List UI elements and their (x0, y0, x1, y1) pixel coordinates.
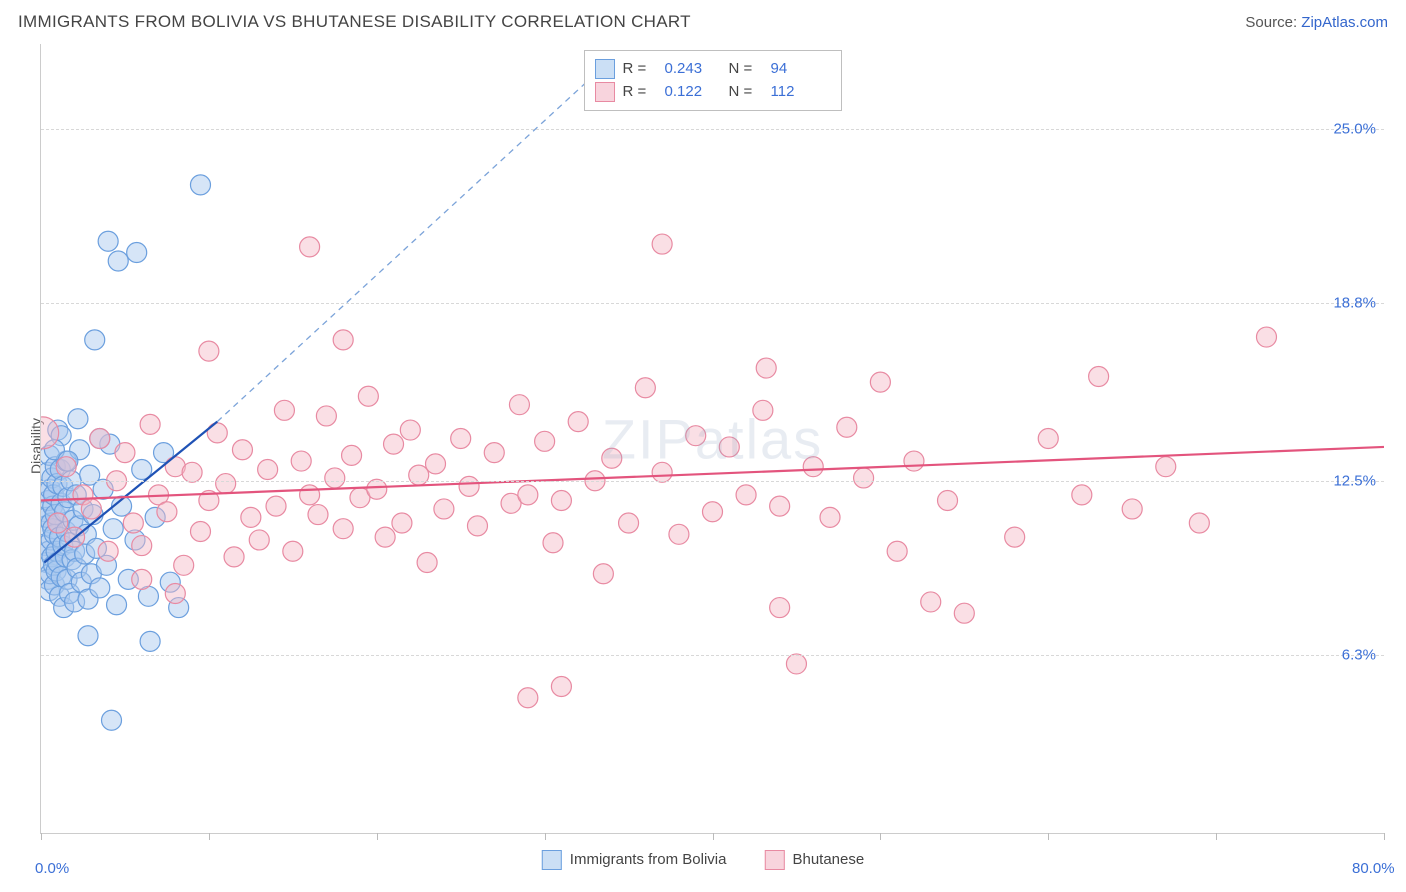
legend-item-bhutanese: Bhutanese (764, 850, 864, 870)
bhutanese-n-value: 112 (771, 80, 827, 103)
legend-stats-box: R = 0.243 N = 94 R = 0.122 N = 112 (584, 50, 842, 111)
r-label-2: R = (623, 80, 657, 103)
source-label: Source: (1245, 14, 1301, 31)
swatch-bhutanese (595, 82, 615, 102)
swatch-bolivia-bottom (542, 850, 562, 870)
bhutanese-r-value: 0.122 (665, 80, 721, 103)
scatter-svg (41, 44, 1384, 833)
swatch-bolivia (595, 59, 615, 79)
legend-item-bolivia: Immigrants from Bolivia (542, 850, 727, 870)
y-tick-label: 18.8% (1333, 295, 1376, 312)
y-tick-label: 6.3% (1342, 647, 1376, 664)
header: IMMIGRANTS FROM BOLIVIA VS BHUTANESE DIS… (0, 0, 1406, 44)
swatch-bhutanese-bottom (764, 850, 784, 870)
chart-area: ZIPatlas R = 0.243 N = 94 R = 0.122 N = … (40, 44, 1384, 834)
source-link[interactable]: ZipAtlas.com (1301, 14, 1388, 31)
n-label: N = (729, 57, 763, 80)
bolivia-n-value: 94 (771, 57, 827, 80)
bolivia-r-value: 0.243 (665, 57, 721, 80)
chart-title: IMMIGRANTS FROM BOLIVIA VS BHUTANESE DIS… (18, 12, 691, 32)
legend-label-bhutanese: Bhutanese (792, 851, 864, 868)
source-attribution: Source: ZipAtlas.com (1245, 14, 1388, 31)
legend-stat-row-bhutanese: R = 0.122 N = 112 (595, 80, 827, 103)
legend-label-bolivia: Immigrants from Bolivia (570, 851, 727, 868)
y-tick-label: 12.5% (1333, 472, 1376, 489)
y-tick-label: 25.0% (1333, 120, 1376, 137)
x-tick-label: 0.0% (35, 860, 69, 877)
legend-series: Immigrants from Bolivia Bhutanese (542, 850, 864, 870)
x-tick-label: 80.0% (1352, 860, 1395, 877)
legend-stat-row-bolivia: R = 0.243 N = 94 (595, 57, 827, 80)
n-label-2: N = (729, 80, 763, 103)
r-label: R = (623, 57, 657, 80)
